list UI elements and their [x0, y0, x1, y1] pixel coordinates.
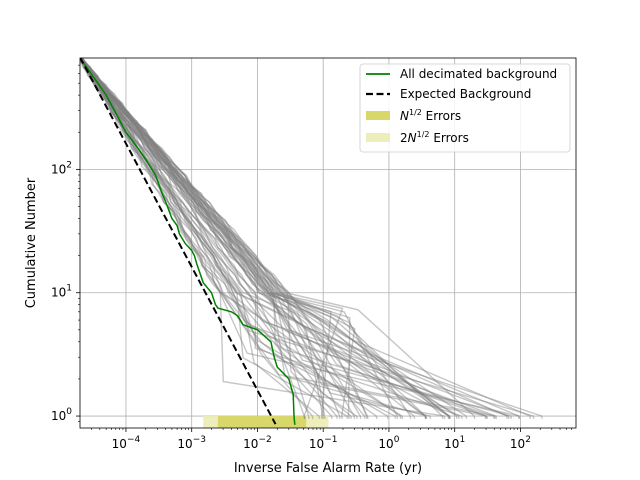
error-bands: [203, 416, 329, 428]
background-trial-line: [80, 58, 510, 419]
axes-frame: [79, 57, 577, 429]
background-trial-line: [80, 59, 325, 419]
background-trial-line: [80, 58, 468, 419]
background-trial-line: [80, 58, 458, 419]
x-tick-label: 10−1: [309, 435, 338, 451]
x-axis-ticks: 10−4 10−3 10−2 10−1 100 101 102: [91, 428, 572, 451]
background-trial-line: [81, 58, 487, 419]
background-trial-line: [80, 58, 412, 419]
background-trial-line: [80, 59, 389, 419]
y-axis-label: Cumulative Number: [24, 177, 39, 308]
background-trial-lines: [80, 58, 543, 419]
x-axis-label: Inverse False Alarm Rate (yr): [234, 461, 422, 476]
background-trial-line: [81, 58, 521, 419]
background-trial-line: [80, 58, 520, 419]
background-trial-line: [80, 58, 476, 419]
background-trial-line: [80, 58, 427, 419]
background-trial-line: [81, 58, 306, 419]
background-trial-line: [80, 58, 341, 419]
x-tick-label: 101: [444, 435, 465, 451]
x-tick-label: 100: [378, 435, 399, 451]
background-trial-line: [81, 58, 498, 419]
legend-label-n-half: N1/2 Errors: [400, 108, 461, 123]
background-trial-line: [80, 58, 432, 419]
background-trial-line: [80, 58, 487, 419]
legend-n-half-swatch: [366, 111, 390, 120]
background-trial-line: [80, 59, 358, 419]
background-trial-line: [80, 58, 310, 419]
background-trial-line: [80, 58, 333, 419]
background-trial-line: [80, 58, 362, 419]
background-trial-line: [81, 58, 351, 419]
legend-label-all-decimated: All decimated background: [400, 67, 557, 81]
background-trial-line: [81, 58, 450, 419]
y-tick-label: 102: [51, 160, 72, 176]
background-trial-line: [80, 59, 532, 419]
background-trial-line: [81, 58, 332, 419]
background-trial-line: [81, 58, 463, 419]
x-tick-label: 102: [510, 435, 531, 451]
x-tick-label: 10−3: [177, 435, 206, 451]
expected-background-line: [80, 58, 277, 425]
y-axis-ticks: 100 101 102: [51, 64, 80, 423]
background-trial-line: [80, 58, 416, 419]
background-trial-line: [81, 58, 451, 419]
background-trial-line: [81, 58, 404, 419]
background-trial-line: [80, 59, 428, 419]
background-trial-line: [80, 58, 314, 419]
background-trial-line: [80, 58, 450, 419]
background-trial-line: [80, 58, 460, 419]
y-tick-label: 100: [51, 407, 72, 423]
background-trial-line: [80, 58, 356, 419]
background-trial-line: [80, 58, 344, 419]
background-trial-line: [81, 58, 508, 419]
background-trial-line: [80, 58, 366, 419]
legend-box: [359, 63, 571, 153]
background-trial-line: [80, 58, 513, 419]
background-trial-line: [80, 58, 489, 419]
all-decimated-background-line: [80, 58, 296, 425]
legend-label-expected: Expected Background: [400, 87, 531, 101]
background-trial-line: [81, 58, 427, 419]
background-trial-line: [80, 59, 427, 419]
background-trial-line: [80, 59, 369, 419]
background-trial-line: [81, 58, 326, 419]
background-trial-line: [80, 58, 451, 419]
background-trial-line: [80, 59, 495, 419]
legend-label-two-n-half: 2N1/2 Errors: [400, 130, 469, 145]
y-tick-label: 101: [51, 284, 72, 300]
background-trial-line: [80, 59, 399, 419]
background-trial-line: [80, 58, 378, 419]
legend-two-n-half-swatch: [366, 133, 390, 142]
background-trial-line: [80, 58, 356, 419]
background-trial-line: [80, 58, 496, 419]
background-trial-line: [80, 59, 444, 419]
legend: All decimated background Expected Backgr…: [359, 63, 571, 153]
n-half-error-band: [217, 416, 307, 428]
background-trial-line: [80, 58, 535, 419]
background-trial-line: [80, 58, 321, 419]
background-trial-line: [80, 58, 402, 419]
x-tick-label: 10−2: [243, 435, 272, 451]
background-trial-line: [80, 58, 338, 419]
background-trial-line: [80, 58, 368, 419]
x-tick-label: 10−4: [112, 435, 141, 451]
